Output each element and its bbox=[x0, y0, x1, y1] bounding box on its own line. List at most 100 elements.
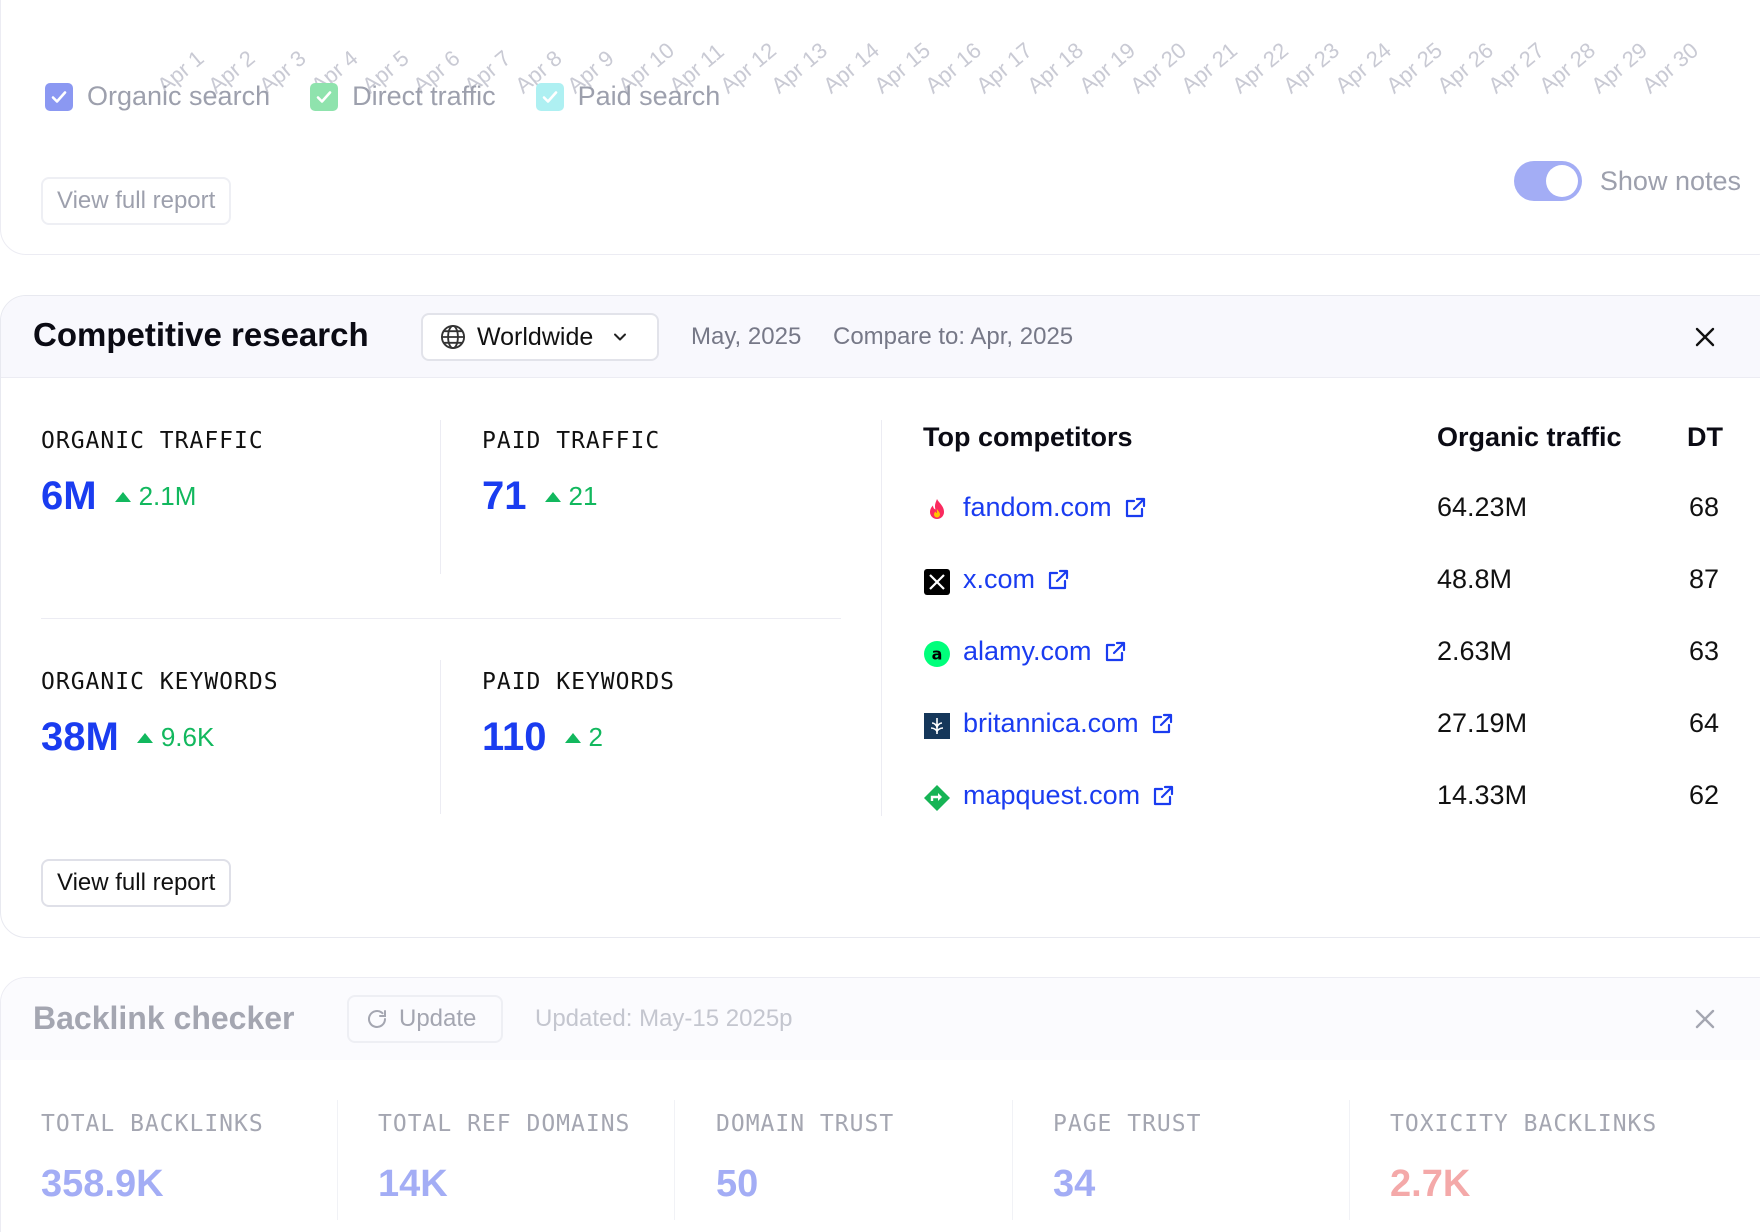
x-axis-tick-label: Apr 19 bbox=[1073, 37, 1140, 99]
legend-paid-search[interactable]: Paid search bbox=[535, 81, 720, 112]
x-axis-tick-label: Apr 15 bbox=[869, 37, 935, 99]
legend-label: Direct traffic bbox=[352, 81, 496, 111]
metric-domain-trust: 50 bbox=[716, 1163, 759, 1205]
checkbox-checked-icon[interactable] bbox=[45, 82, 73, 111]
competitor-traffic: 48.8M bbox=[1437, 564, 1513, 594]
svg-text:a: a bbox=[932, 645, 943, 664]
divider bbox=[337, 1100, 338, 1220]
card-header: Competitive research Worldwide May, 2025… bbox=[1, 296, 1760, 378]
x-axis-tick-label: Apr 21 bbox=[1176, 37, 1243, 99]
triangle-up-icon bbox=[564, 732, 581, 743]
close-icon[interactable] bbox=[1691, 323, 1719, 351]
show-notes-label: Show notes bbox=[1599, 165, 1741, 196]
delta-value: 2 bbox=[588, 722, 603, 752]
external-link-icon[interactable] bbox=[1102, 639, 1128, 665]
view-full-report-button[interactable]: View full report bbox=[41, 859, 232, 907]
competitor-traffic: 27.19M bbox=[1437, 708, 1528, 738]
column-header-competitors: Top competitors bbox=[923, 422, 1133, 452]
backlink-checker-card: Backlink checker Update Updated: May-15 … bbox=[0, 977, 1760, 1232]
competitor-link[interactable]: britannica.com bbox=[963, 708, 1175, 739]
x-axis-tick-label: Apr 14 bbox=[817, 37, 884, 99]
competitor-dt: 87 bbox=[1689, 564, 1720, 594]
metric-toxicity-backlinks: 2.7K bbox=[1390, 1163, 1471, 1205]
metric-label-page-trust: PAGE TRUST bbox=[1053, 1111, 1202, 1137]
region-dropdown[interactable]: Worldwide bbox=[421, 313, 659, 361]
competitor-traffic: 14.33M bbox=[1437, 780, 1528, 810]
competitor-link[interactable]: alamy.com bbox=[963, 636, 1128, 667]
period-label: May, 2025 bbox=[691, 323, 802, 350]
globe-icon bbox=[440, 324, 466, 350]
close-icon[interactable] bbox=[1691, 1005, 1719, 1033]
metric-value: 38M bbox=[41, 715, 119, 759]
x-axis-tick-label: Apr 27 bbox=[1483, 37, 1550, 99]
show-notes-control[interactable]: Show notes bbox=[1513, 161, 1741, 201]
metric-label-total-backlinks: TOTAL BACKLINKS bbox=[41, 1111, 264, 1137]
region-value: Worldwide bbox=[477, 322, 594, 351]
competitor-domain[interactable]: mapquest.com bbox=[963, 780, 1141, 810]
update-button[interactable]: Update bbox=[347, 995, 503, 1043]
competitor-domain[interactable]: x.com bbox=[963, 564, 1036, 594]
competitor-domain[interactable]: fandom.com bbox=[963, 492, 1112, 522]
external-link-icon[interactable] bbox=[1045, 567, 1071, 593]
x-axis-tick-label: Apr 28 bbox=[1534, 37, 1601, 99]
britannica-logo-icon bbox=[924, 713, 950, 739]
metric-delta: 2 bbox=[564, 722, 603, 753]
metric-value: 110 bbox=[482, 715, 547, 759]
metric-total-ref-domains: 14K bbox=[378, 1163, 448, 1205]
x-axis-tick-label: Apr 18 bbox=[1022, 37, 1089, 99]
x-axis-tick-label: Apr 20 bbox=[1125, 37, 1191, 99]
x-logo-icon bbox=[924, 569, 950, 595]
competitor-link[interactable]: mapquest.com bbox=[963, 780, 1176, 811]
checkbox-checked-icon[interactable] bbox=[535, 82, 564, 111]
competitor-dt: 68 bbox=[1689, 492, 1720, 522]
show-notes-toggle[interactable] bbox=[1513, 161, 1582, 201]
divider bbox=[440, 420, 441, 574]
checkbox-checked-icon[interactable] bbox=[310, 82, 339, 111]
metric-delta: 2.1M bbox=[114, 481, 196, 512]
legend-label: Organic search bbox=[87, 81, 271, 111]
updated-timestamp: Updated: May-15 2025p bbox=[535, 1005, 793, 1032]
external-link-icon[interactable] bbox=[1149, 711, 1175, 737]
x-axis-tick-label: Apr 13 bbox=[766, 37, 833, 99]
metric-label-organic-keywords: ORGANIC KEYWORDS bbox=[41, 669, 279, 695]
triangle-up-icon bbox=[544, 491, 561, 502]
divider bbox=[674, 1100, 675, 1220]
metric-label-paid-traffic: PAID TRAFFIC bbox=[482, 428, 661, 454]
competitor-domain[interactable]: alamy.com bbox=[963, 636, 1092, 666]
metric-label-toxicity-backlinks: TOXICITY BACKLINKS bbox=[1390, 1111, 1658, 1137]
metric-paid-traffic: 71 21 bbox=[482, 474, 597, 519]
chevron-down-icon bbox=[614, 333, 627, 341]
competitor-domain[interactable]: britannica.com bbox=[963, 708, 1139, 738]
triangle-up-icon bbox=[136, 732, 153, 743]
metric-page-trust: 34 bbox=[1053, 1163, 1096, 1205]
delta-value: 9.6K bbox=[160, 722, 215, 752]
metric-delta: 21 bbox=[544, 481, 597, 512]
competitor-link[interactable]: x.com bbox=[963, 564, 1071, 595]
x-axis-tick-label: Apr 23 bbox=[1278, 37, 1345, 99]
divider bbox=[440, 660, 441, 814]
card-title: Backlink checker bbox=[33, 1000, 295, 1036]
legend-direct-traffic[interactable]: Direct traffic bbox=[310, 81, 496, 112]
mapquest-logo-icon bbox=[924, 785, 950, 811]
compare-label[interactable]: Compare to: Apr, 2025 bbox=[833, 323, 1074, 350]
competitor-traffic: 2.63M bbox=[1437, 636, 1513, 666]
x-axis-tick-label: Apr 29 bbox=[1585, 37, 1652, 99]
x-axis-tick-label: Apr 30 bbox=[1637, 37, 1703, 99]
competitor-dt: 64 bbox=[1689, 708, 1720, 738]
table-row: x.com 48.8M 87 bbox=[923, 562, 1723, 602]
metric-label-organic-traffic: ORGANIC TRAFFIC bbox=[41, 428, 264, 454]
x-axis-tick-label: Apr 24 bbox=[1329, 37, 1396, 99]
table-row: a alamy.com 2.63M 63 bbox=[923, 634, 1723, 674]
external-link-icon[interactable] bbox=[1150, 783, 1176, 809]
x-axis-tick-label: Apr 26 bbox=[1432, 37, 1499, 99]
x-axis-tick-label: Apr 25 bbox=[1381, 37, 1447, 99]
table-row: fandom.com 64.23M 68 bbox=[923, 490, 1723, 530]
legend-organic-search[interactable]: Organic search bbox=[45, 81, 270, 112]
chart-x-axis: Apr 1 Apr 2 Apr 3 Apr 4 Apr 5 Apr 6 Apr 7 Apr 8… bbox=[1, 0, 1760, 98]
divider bbox=[41, 618, 841, 619]
competitor-link[interactable]: fandom.com bbox=[963, 492, 1148, 523]
external-link-icon[interactable] bbox=[1122, 495, 1148, 521]
view-full-report-button[interactable]: View full report bbox=[41, 177, 232, 225]
alamy-logo-icon: a bbox=[924, 641, 950, 667]
divider bbox=[1349, 1100, 1350, 1220]
